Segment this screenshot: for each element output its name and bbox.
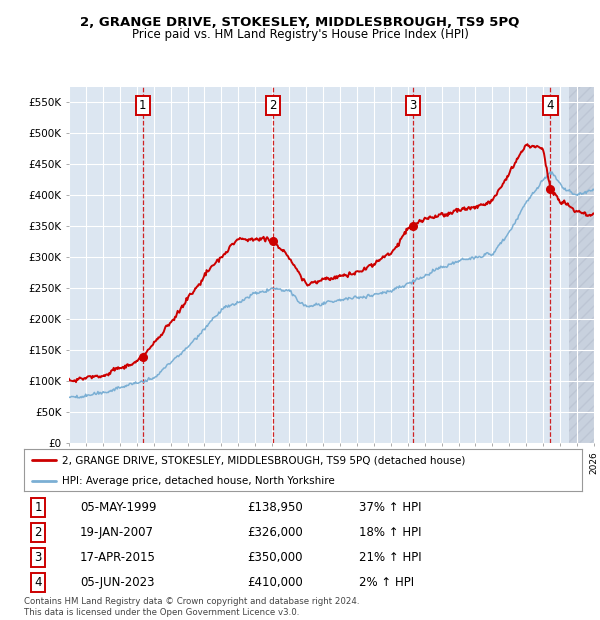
Text: 18% ↑ HPI: 18% ↑ HPI: [359, 526, 421, 539]
Text: 2, GRANGE DRIVE, STOKESLEY, MIDDLESBROUGH, TS9 5PQ (detached house): 2, GRANGE DRIVE, STOKESLEY, MIDDLESBROUG…: [62, 455, 466, 465]
Text: 2, GRANGE DRIVE, STOKESLEY, MIDDLESBROUGH, TS9 5PQ: 2, GRANGE DRIVE, STOKESLEY, MIDDLESBROUG…: [80, 17, 520, 29]
Text: Contains HM Land Registry data © Crown copyright and database right 2024.
This d: Contains HM Land Registry data © Crown c…: [24, 598, 359, 617]
Text: 2: 2: [269, 99, 277, 112]
Text: 1: 1: [139, 99, 146, 112]
Text: 05-MAY-1999: 05-MAY-1999: [80, 501, 156, 514]
Text: £350,000: £350,000: [247, 551, 303, 564]
Text: 3: 3: [34, 551, 41, 564]
Text: 1: 1: [34, 501, 42, 514]
Text: £326,000: £326,000: [247, 526, 303, 539]
Text: 3: 3: [409, 99, 416, 112]
Text: 2% ↑ HPI: 2% ↑ HPI: [359, 576, 414, 589]
Text: HPI: Average price, detached house, North Yorkshire: HPI: Average price, detached house, Nort…: [62, 476, 335, 486]
Text: 4: 4: [547, 99, 554, 112]
Text: Price paid vs. HM Land Registry's House Price Index (HPI): Price paid vs. HM Land Registry's House …: [131, 29, 469, 41]
Text: 21% ↑ HPI: 21% ↑ HPI: [359, 551, 421, 564]
Text: £138,950: £138,950: [247, 501, 303, 514]
Text: 17-APR-2015: 17-APR-2015: [80, 551, 155, 564]
Text: £410,000: £410,000: [247, 576, 303, 589]
Text: 19-JAN-2007: 19-JAN-2007: [80, 526, 154, 539]
Bar: [569, 87, 594, 443]
Text: 2: 2: [34, 526, 42, 539]
Text: 4: 4: [34, 576, 42, 589]
Text: 05-JUN-2023: 05-JUN-2023: [80, 576, 154, 589]
Text: 37% ↑ HPI: 37% ↑ HPI: [359, 501, 421, 514]
